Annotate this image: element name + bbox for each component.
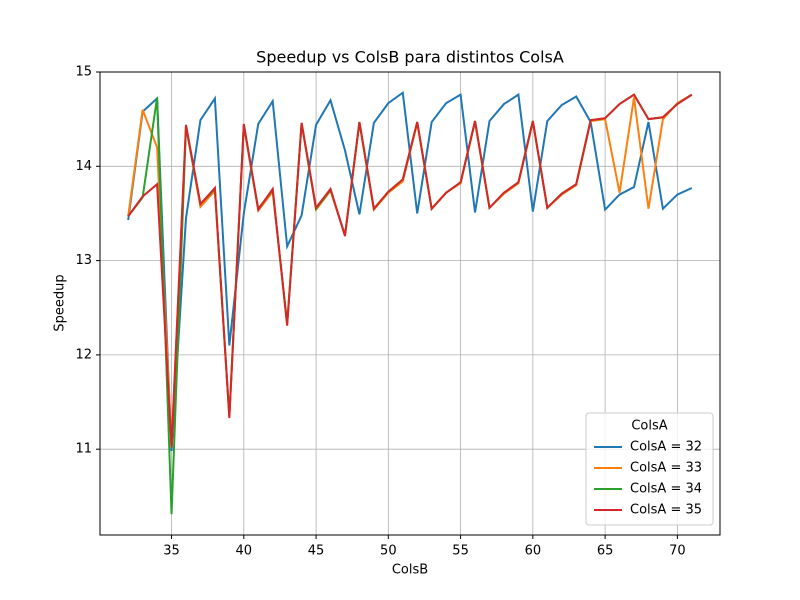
x-tick-label: 65: [597, 544, 614, 559]
x-axis-label: ColsB: [392, 563, 428, 578]
chart-title: Speedup vs ColsB para distintos ColsA: [256, 48, 564, 67]
legend-label: ColsA = 35: [630, 503, 702, 518]
legend-box: [585, 412, 714, 526]
x-tick-label: 70: [669, 544, 686, 559]
series-line: [127, 90, 693, 452]
y-tick-label: 11: [75, 442, 92, 457]
legend-label: ColsA = 32: [630, 440, 702, 455]
x-tick-label: 60: [525, 544, 542, 559]
x-tick-label: 45: [308, 544, 325, 559]
y-tick-label: 12: [75, 347, 92, 362]
x-tick-label: 50: [380, 544, 397, 559]
y-tick-label: 15: [75, 65, 92, 80]
axes-frame: [99, 71, 721, 536]
legend-label: ColsA = 33: [630, 461, 702, 476]
y-axis-label: Speedup: [53, 274, 68, 331]
x-tick-label: 35: [163, 544, 180, 559]
series-line: [127, 93, 693, 448]
y-tick-label: 14: [75, 159, 92, 174]
x-tick-label: 55: [452, 544, 469, 559]
legend-label: ColsA = 34: [630, 482, 702, 497]
legend-title: ColsA: [631, 419, 667, 434]
x-tick-label: 40: [236, 544, 253, 559]
y-tick-label: 13: [75, 253, 92, 268]
